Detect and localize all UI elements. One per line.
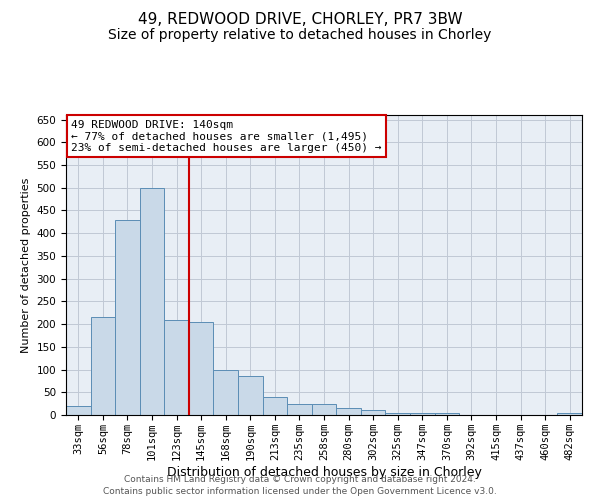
Bar (434, 413, 459, 415)
Bar (410, 412, 434, 415)
X-axis label: Distribution of detached houses by size in Chorley: Distribution of detached houses by size … (167, 466, 481, 478)
Bar (91, 318, 115, 415)
Text: Contains HM Land Registry data © Crown copyright and database right 2024.
Contai: Contains HM Land Registry data © Crown c… (103, 474, 497, 496)
Bar (557, 412, 582, 415)
Text: Size of property relative to detached houses in Chorley: Size of property relative to detached ho… (109, 28, 491, 42)
Bar (287, 404, 312, 415)
Bar (312, 404, 336, 415)
Bar (214, 370, 238, 415)
Text: 49, REDWOOD DRIVE, CHORLEY, PR7 3BW: 49, REDWOOD DRIVE, CHORLEY, PR7 3BW (137, 12, 463, 28)
Bar (189, 322, 214, 415)
Bar (336, 408, 361, 415)
Bar (115, 220, 140, 415)
Bar (263, 397, 287, 415)
Bar (385, 412, 410, 415)
Text: 49 REDWOOD DRIVE: 140sqm
← 77% of detached houses are smaller (1,495)
23% of sem: 49 REDWOOD DRIVE: 140sqm ← 77% of detach… (71, 120, 382, 152)
Bar (66, 406, 91, 415)
Bar (361, 410, 385, 415)
Bar (140, 188, 164, 415)
Y-axis label: Number of detached properties: Number of detached properties (21, 178, 31, 352)
Bar (238, 376, 263, 415)
Bar (164, 320, 189, 415)
